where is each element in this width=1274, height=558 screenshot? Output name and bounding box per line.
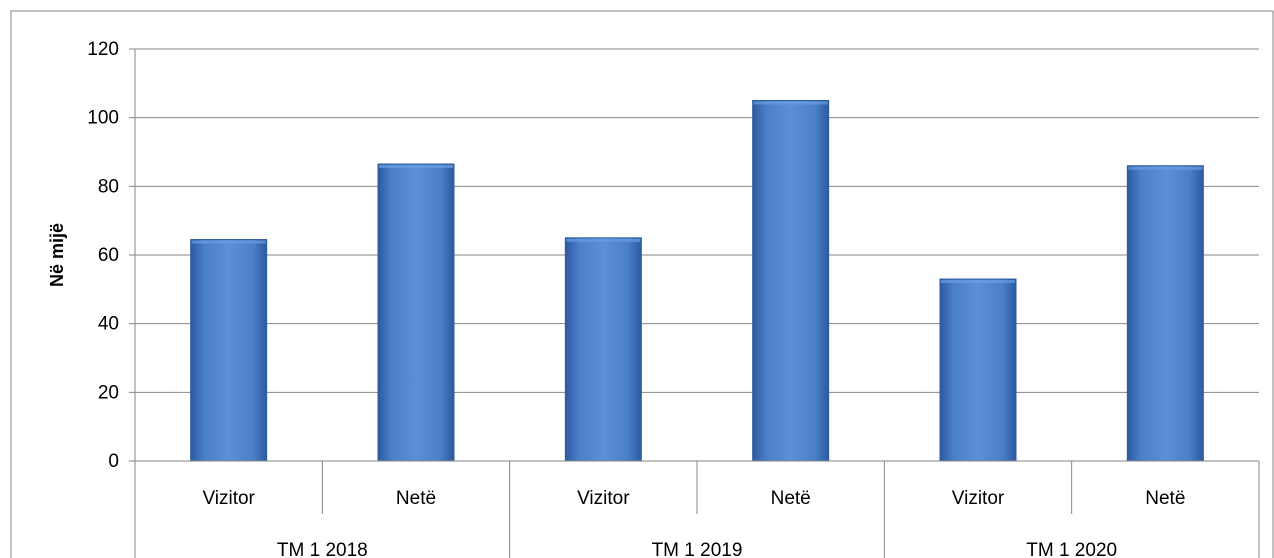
y-tick-label: 0 — [108, 451, 119, 472]
y-tick-label: 80 — [98, 176, 119, 197]
bar — [1126, 165, 1204, 462]
bar-highlight — [379, 165, 453, 169]
category-label: Netë — [396, 488, 436, 509]
axis-labels: 0 20 40 60 80 100 120 Vizitor Netë TM 1 2018 Vizit… — [87, 39, 1185, 558]
group-label: TM 1 2020 — [1026, 540, 1117, 558]
bar — [752, 100, 830, 462]
gridlines — [135, 48, 1259, 393]
bar-highlight — [566, 238, 641, 242]
y-tick-label: 40 — [98, 314, 119, 335]
y-tick-label: 100 — [87, 108, 119, 129]
y-tick-label: 60 — [98, 245, 119, 266]
group-label: TM 1 2018 — [277, 540, 368, 558]
bar-highlight — [941, 280, 1015, 284]
category-label: Vizitor — [202, 488, 255, 509]
bar-highlight — [753, 101, 828, 105]
bar — [377, 163, 455, 462]
bar — [939, 278, 1017, 462]
y-axis-title: Në mijë — [47, 223, 67, 287]
bars — [190, 100, 1204, 462]
bar — [564, 237, 642, 462]
category-label: Vizitor — [952, 488, 1005, 509]
category-label: Netë — [771, 488, 811, 509]
y-tick-label: 120 — [87, 39, 119, 60]
bar — [190, 239, 268, 462]
bar-highlight — [191, 240, 266, 244]
y-tick-label: 20 — [98, 382, 119, 403]
category-label: Vizitor — [577, 488, 630, 509]
axes — [129, 48, 1260, 558]
group-label: TM 1 2019 — [652, 540, 743, 558]
category-label: Netë — [1145, 488, 1185, 509]
bar-highlight — [1128, 166, 1203, 170]
